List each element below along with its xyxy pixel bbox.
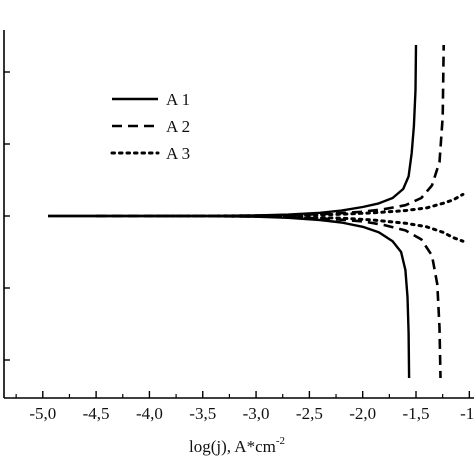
x-axis-ticks: -5,0 -4,5 -4,0 -3,5 -3,0 -2,5 -2,0 -1,5 -1,: [15, 391, 474, 423]
x-axis-title-exponent: -2: [276, 435, 285, 447]
legend-label-1: A 1: [166, 90, 190, 109]
x-tick-label: -1,5: [403, 404, 430, 423]
legend-label-2: A 2: [166, 117, 190, 136]
plot-area: [3, 30, 474, 399]
x-axis-title: log(j), A*cm-2: [189, 435, 285, 456]
x-tick-label: -2,0: [349, 404, 376, 423]
x-tick-label: -5,0: [29, 404, 56, 423]
legend-label-3: A 3: [166, 144, 190, 163]
series-2-upper-line: [96, 44, 445, 218]
x-tick-label: -1,: [460, 404, 474, 423]
series-3-lower-line: [147, 214, 465, 243]
series-1-upper-line: [48, 44, 418, 218]
x-tick-label: -3,5: [189, 404, 216, 423]
x-tick-label: -3,0: [243, 404, 270, 423]
x-tick-label: -4,0: [136, 404, 163, 423]
x-tick-label: -2,5: [296, 404, 323, 423]
series-2-lower-line: [96, 214, 442, 379]
legend: A 1 A 2 A 3: [110, 90, 190, 163]
series-1-lower-line: [48, 214, 411, 379]
x-tick-label: -4,5: [83, 404, 110, 423]
